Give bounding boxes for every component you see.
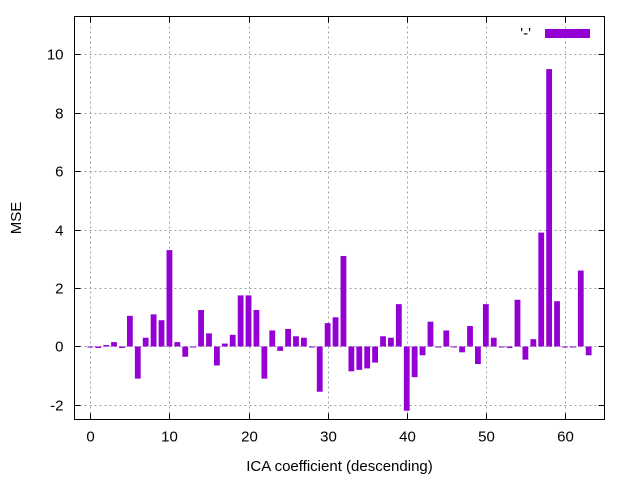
bar xyxy=(253,309,260,347)
y-tick-label: -2 xyxy=(50,398,63,415)
bar xyxy=(459,346,466,353)
bar xyxy=(498,346,505,348)
bar xyxy=(182,346,189,357)
bar xyxy=(324,323,331,347)
bar xyxy=(451,346,458,348)
x-tick-label: 60 xyxy=(557,429,574,446)
x-tick-label: 0 xyxy=(86,429,94,446)
bar xyxy=(427,321,434,347)
bar xyxy=(229,334,236,347)
bar xyxy=(269,330,276,347)
ticks: -2 0 2 4 6 8 10 0 10 20 30 40 50 60 xyxy=(47,16,605,446)
x-tick-label: 20 xyxy=(241,429,258,446)
bar xyxy=(213,346,220,366)
bar xyxy=(332,317,339,347)
bar xyxy=(490,337,497,347)
bar xyxy=(158,320,165,347)
x-tick-label: 50 xyxy=(478,429,495,446)
bar xyxy=(411,346,418,378)
x-axis-title: ICA coefficient (descending) xyxy=(246,458,433,475)
bar xyxy=(198,309,204,347)
bar xyxy=(301,337,307,347)
bar xyxy=(221,343,228,347)
bar xyxy=(126,315,133,347)
legend-swatch xyxy=(545,29,590,38)
bar xyxy=(95,346,102,348)
bar xyxy=(245,295,252,347)
grid xyxy=(74,16,605,420)
bar xyxy=(293,336,299,347)
x-tick-label: 10 xyxy=(161,429,178,446)
bar xyxy=(285,328,291,347)
bar xyxy=(174,342,181,347)
bar xyxy=(435,346,442,348)
bar xyxy=(119,346,125,348)
bar xyxy=(475,346,481,365)
bar xyxy=(577,270,584,347)
bar xyxy=(395,304,402,347)
bar xyxy=(554,301,560,347)
bar xyxy=(134,346,141,379)
bar xyxy=(340,255,347,347)
y-tick-label: 8 xyxy=(55,106,63,123)
bar xyxy=(538,232,545,347)
y-axis-title: MSE xyxy=(8,202,25,235)
bar xyxy=(87,346,94,348)
y-tick-label: 2 xyxy=(55,281,63,298)
legend: '-' xyxy=(520,25,590,42)
bar xyxy=(530,339,537,347)
y-tick-label: 0 xyxy=(55,339,63,356)
bar xyxy=(277,346,284,351)
bar xyxy=(111,342,117,347)
y-tick-label: 6 xyxy=(55,164,63,181)
bar xyxy=(356,346,363,370)
legend-label: '-' xyxy=(520,25,531,42)
bar xyxy=(388,337,394,347)
y-tick-label: 4 xyxy=(55,223,63,240)
bar xyxy=(316,346,323,392)
bars xyxy=(87,69,592,411)
bar xyxy=(261,346,268,379)
bar xyxy=(150,314,157,347)
bar xyxy=(514,299,521,347)
bar xyxy=(443,330,450,347)
bar xyxy=(562,346,568,348)
bar xyxy=(348,346,355,372)
bar xyxy=(237,295,244,347)
bar xyxy=(190,346,197,348)
bar xyxy=(103,345,110,347)
bar xyxy=(166,250,173,347)
bar xyxy=(206,333,212,347)
bar xyxy=(419,346,426,356)
bar xyxy=(482,304,489,347)
bar xyxy=(585,346,592,356)
plot-frame xyxy=(74,16,605,420)
x-tick-label: 30 xyxy=(320,429,337,446)
y-tick-label: 10 xyxy=(47,47,64,64)
bar xyxy=(569,346,576,348)
x-tick-label: 40 xyxy=(399,429,416,446)
bar xyxy=(364,346,371,369)
bar xyxy=(546,69,553,347)
bar xyxy=(506,346,513,348)
bar xyxy=(467,326,473,347)
bar xyxy=(372,346,378,363)
bar xyxy=(522,346,529,360)
bar xyxy=(403,346,410,411)
bar xyxy=(142,337,149,347)
bar xyxy=(380,336,386,347)
bar xyxy=(308,346,315,348)
